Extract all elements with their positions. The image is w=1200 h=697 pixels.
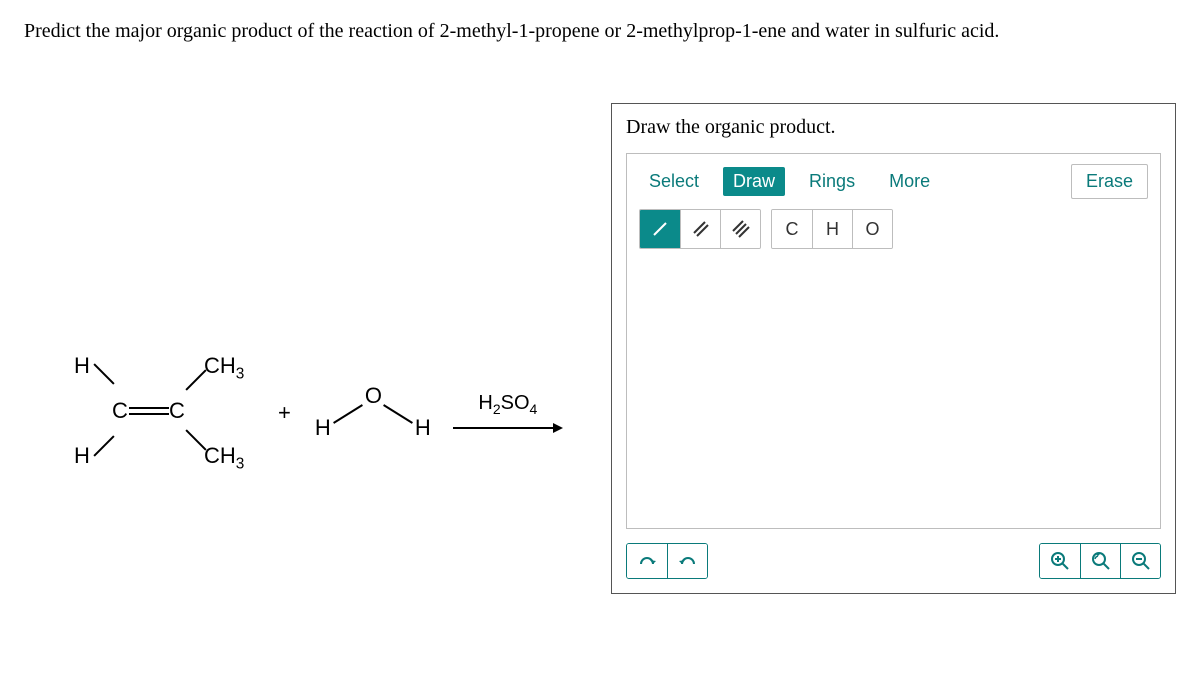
- undo-redo-group: [626, 543, 708, 579]
- element-H[interactable]: H: [812, 210, 852, 248]
- atom-CH3-br: CH3: [204, 443, 244, 473]
- reaction-display: H H C C CH3 CH3: [24, 353, 563, 473]
- redo-button[interactable]: [627, 544, 667, 578]
- cat-4: 4: [530, 401, 538, 417]
- element-O[interactable]: O: [852, 210, 892, 248]
- double-bond-icon: [691, 219, 711, 239]
- redo-icon: [637, 552, 657, 570]
- zoom-fit-icon: [1091, 551, 1111, 571]
- water-structure: H O H: [315, 383, 435, 443]
- double-bond-tool[interactable]: [680, 210, 720, 248]
- triple-bond-tool[interactable]: [720, 210, 760, 248]
- cat-SO: SO: [501, 392, 530, 414]
- atom-C-left: C: [112, 398, 128, 424]
- zoom-out-icon: [1131, 551, 1151, 571]
- element-tool-group: C H O: [771, 209, 893, 249]
- bottom-row: [626, 543, 1161, 579]
- undo-button[interactable]: [667, 544, 707, 578]
- zoom-group: [1039, 543, 1161, 579]
- draw-panel: Draw the organic product. Select Draw Ri…: [611, 103, 1176, 594]
- question-text: Predict the major organic product of the…: [24, 20, 1176, 43]
- water-O: O: [365, 383, 382, 409]
- water-bond-l: [333, 404, 363, 424]
- bond-cc1: [129, 407, 169, 409]
- main-row: H H C C CH3 CH3: [24, 103, 1176, 594]
- panel-title: Draw the organic product.: [626, 116, 1161, 139]
- atom-C-right: C: [169, 398, 185, 424]
- tool-row: C H O: [639, 209, 1148, 249]
- cat-2: 2: [493, 401, 501, 417]
- bond-tl: [93, 363, 114, 384]
- reaction-arrow-icon: [453, 421, 563, 435]
- plus-sign: +: [278, 400, 291, 426]
- mode-select[interactable]: Select: [639, 167, 709, 196]
- cat-H: H: [478, 392, 492, 414]
- element-C[interactable]: C: [772, 210, 812, 248]
- mode-more[interactable]: More: [879, 167, 940, 196]
- atom-H-tl: H: [74, 353, 90, 379]
- erase-button[interactable]: Erase: [1071, 164, 1148, 199]
- bond-cc2: [129, 413, 169, 415]
- single-bond-tool[interactable]: [640, 210, 680, 248]
- water-H-left: H: [315, 415, 331, 441]
- water-H-right: H: [415, 415, 431, 441]
- bond-bl: [93, 435, 114, 456]
- triple-bond-icon: [731, 219, 751, 239]
- undo-icon: [678, 552, 698, 570]
- toolbar: Select Draw Rings More Erase: [626, 153, 1161, 259]
- atom-CH3-tr: CH3: [204, 353, 244, 383]
- alkene-structure: H H C C CH3 CH3: [74, 353, 254, 473]
- bond-br: [185, 429, 206, 450]
- ch3-text-bot: CH: [204, 443, 236, 468]
- bond-tool-group: [639, 209, 761, 249]
- reaction-arrow-wrap: H2SO4: [453, 392, 563, 435]
- mode-rings[interactable]: Rings: [799, 167, 865, 196]
- sub3-top: 3: [236, 365, 245, 382]
- zoom-in-icon: [1050, 551, 1070, 571]
- zoom-in-button[interactable]: [1040, 544, 1080, 578]
- atom-H-bl: H: [74, 443, 90, 469]
- single-bond-icon: [650, 219, 670, 239]
- mode-draw[interactable]: Draw: [723, 167, 785, 196]
- drawing-canvas[interactable]: [626, 259, 1161, 529]
- catalyst-label: H2SO4: [478, 392, 537, 417]
- zoom-fit-button[interactable]: [1080, 544, 1120, 578]
- water-bond-r: [383, 404, 413, 424]
- ch3-text-top: CH: [204, 353, 236, 378]
- sub3-bot: 3: [236, 455, 245, 472]
- mode-row: Select Draw Rings More Erase: [639, 164, 1148, 199]
- zoom-out-button[interactable]: [1120, 544, 1160, 578]
